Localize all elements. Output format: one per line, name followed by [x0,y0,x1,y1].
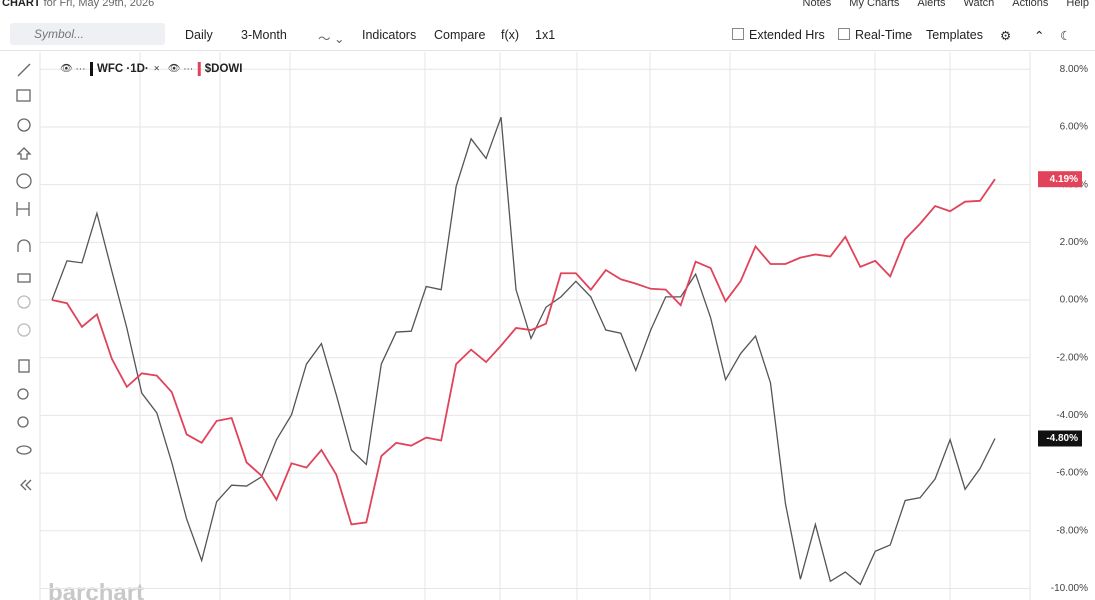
watermark: barchart [48,579,144,600]
link[interactable]: My Charts [849,0,900,9]
layout[interactable]: 1x1 [535,28,556,42]
checkbox-label: Real-Time [855,28,913,42]
last-value-label: 4.19% [1050,174,1078,185]
interval[interactable]: Daily [185,28,213,42]
settings-icon[interactable]: ⚙ [1000,29,1012,43]
legend-name: $DOWI [205,63,243,75]
fx[interactable]: f(x) [501,28,520,42]
y-tick-label: 8.00% [1060,64,1088,75]
chart-type[interactable]: 〜 ⌄ [318,32,345,46]
last-value-tag [1038,430,1082,447]
last-value-tag [1038,171,1082,188]
range[interactable]: 3-Month [241,28,287,42]
templates[interactable]: Templates [926,28,983,42]
y-tick-label: -4.00% [1056,410,1088,421]
legend-close: × [154,64,160,75]
top-bar: CHART for Fri, May 29th, 2026 Notes My C… [0,0,1095,14]
links: Notes My Charts Alerts Watch Actions Hel… [803,0,1089,9]
legend-eye: 👁 ··· [60,64,85,75]
y-tick-label: -8.00% [1056,525,1088,536]
y-tick-label: 6.00% [1060,122,1088,133]
legend-eye: 👁 ··· [168,64,193,75]
checkbox[interactable]: Real-Time [838,28,912,42]
y-tick-label: 0.00% [1060,295,1088,306]
y-tick-label: -6.00% [1056,468,1088,479]
checkbox[interactable]: Extended Hrs [732,28,825,42]
checkbox-label: Extended Hrs [749,28,825,42]
link[interactable]: Alerts [917,0,946,9]
x-grid [139,52,951,600]
toolbar: Symbol... Daily 3-Month 〜 ⌄ Indicators C… [0,20,1095,51]
series-line [51,178,996,526]
chart: barchart 8.00%6.00%4.00%2.00%0.00%-2.00%… [16,52,1088,600]
last-value-label: -4.80% [1046,433,1078,444]
theme-icon[interactable]: ☾ [1060,29,1072,43]
link[interactable]: Notes [802,0,832,9]
collapse-icon[interactable]: ⌃ [1034,29,1045,43]
y-tick-label: -2.00% [1056,352,1088,363]
drawing-tools [16,63,32,491]
title: CHART [2,0,41,9]
compare[interactable]: Compare [434,28,486,42]
y-tick-label: -10.00% [1051,583,1088,594]
indicators[interactable]: Indicators [362,28,417,42]
header: CHART for Fri, May 29th, 2026 [2,0,154,9]
symbol-input[interactable]: Symbol... [10,23,165,45]
subtitle: for Fri, May 29th, 2026 [43,0,155,9]
legend-swatch [90,62,93,76]
link[interactable]: Help [1066,0,1089,9]
series-line [51,116,996,586]
legend-name: WFC ·1D· [97,63,149,75]
y-tick-label: 2.00% [1060,237,1088,248]
link[interactable]: Actions [1012,0,1049,9]
link[interactable]: Watch [963,0,995,9]
legend-swatch [197,62,201,76]
